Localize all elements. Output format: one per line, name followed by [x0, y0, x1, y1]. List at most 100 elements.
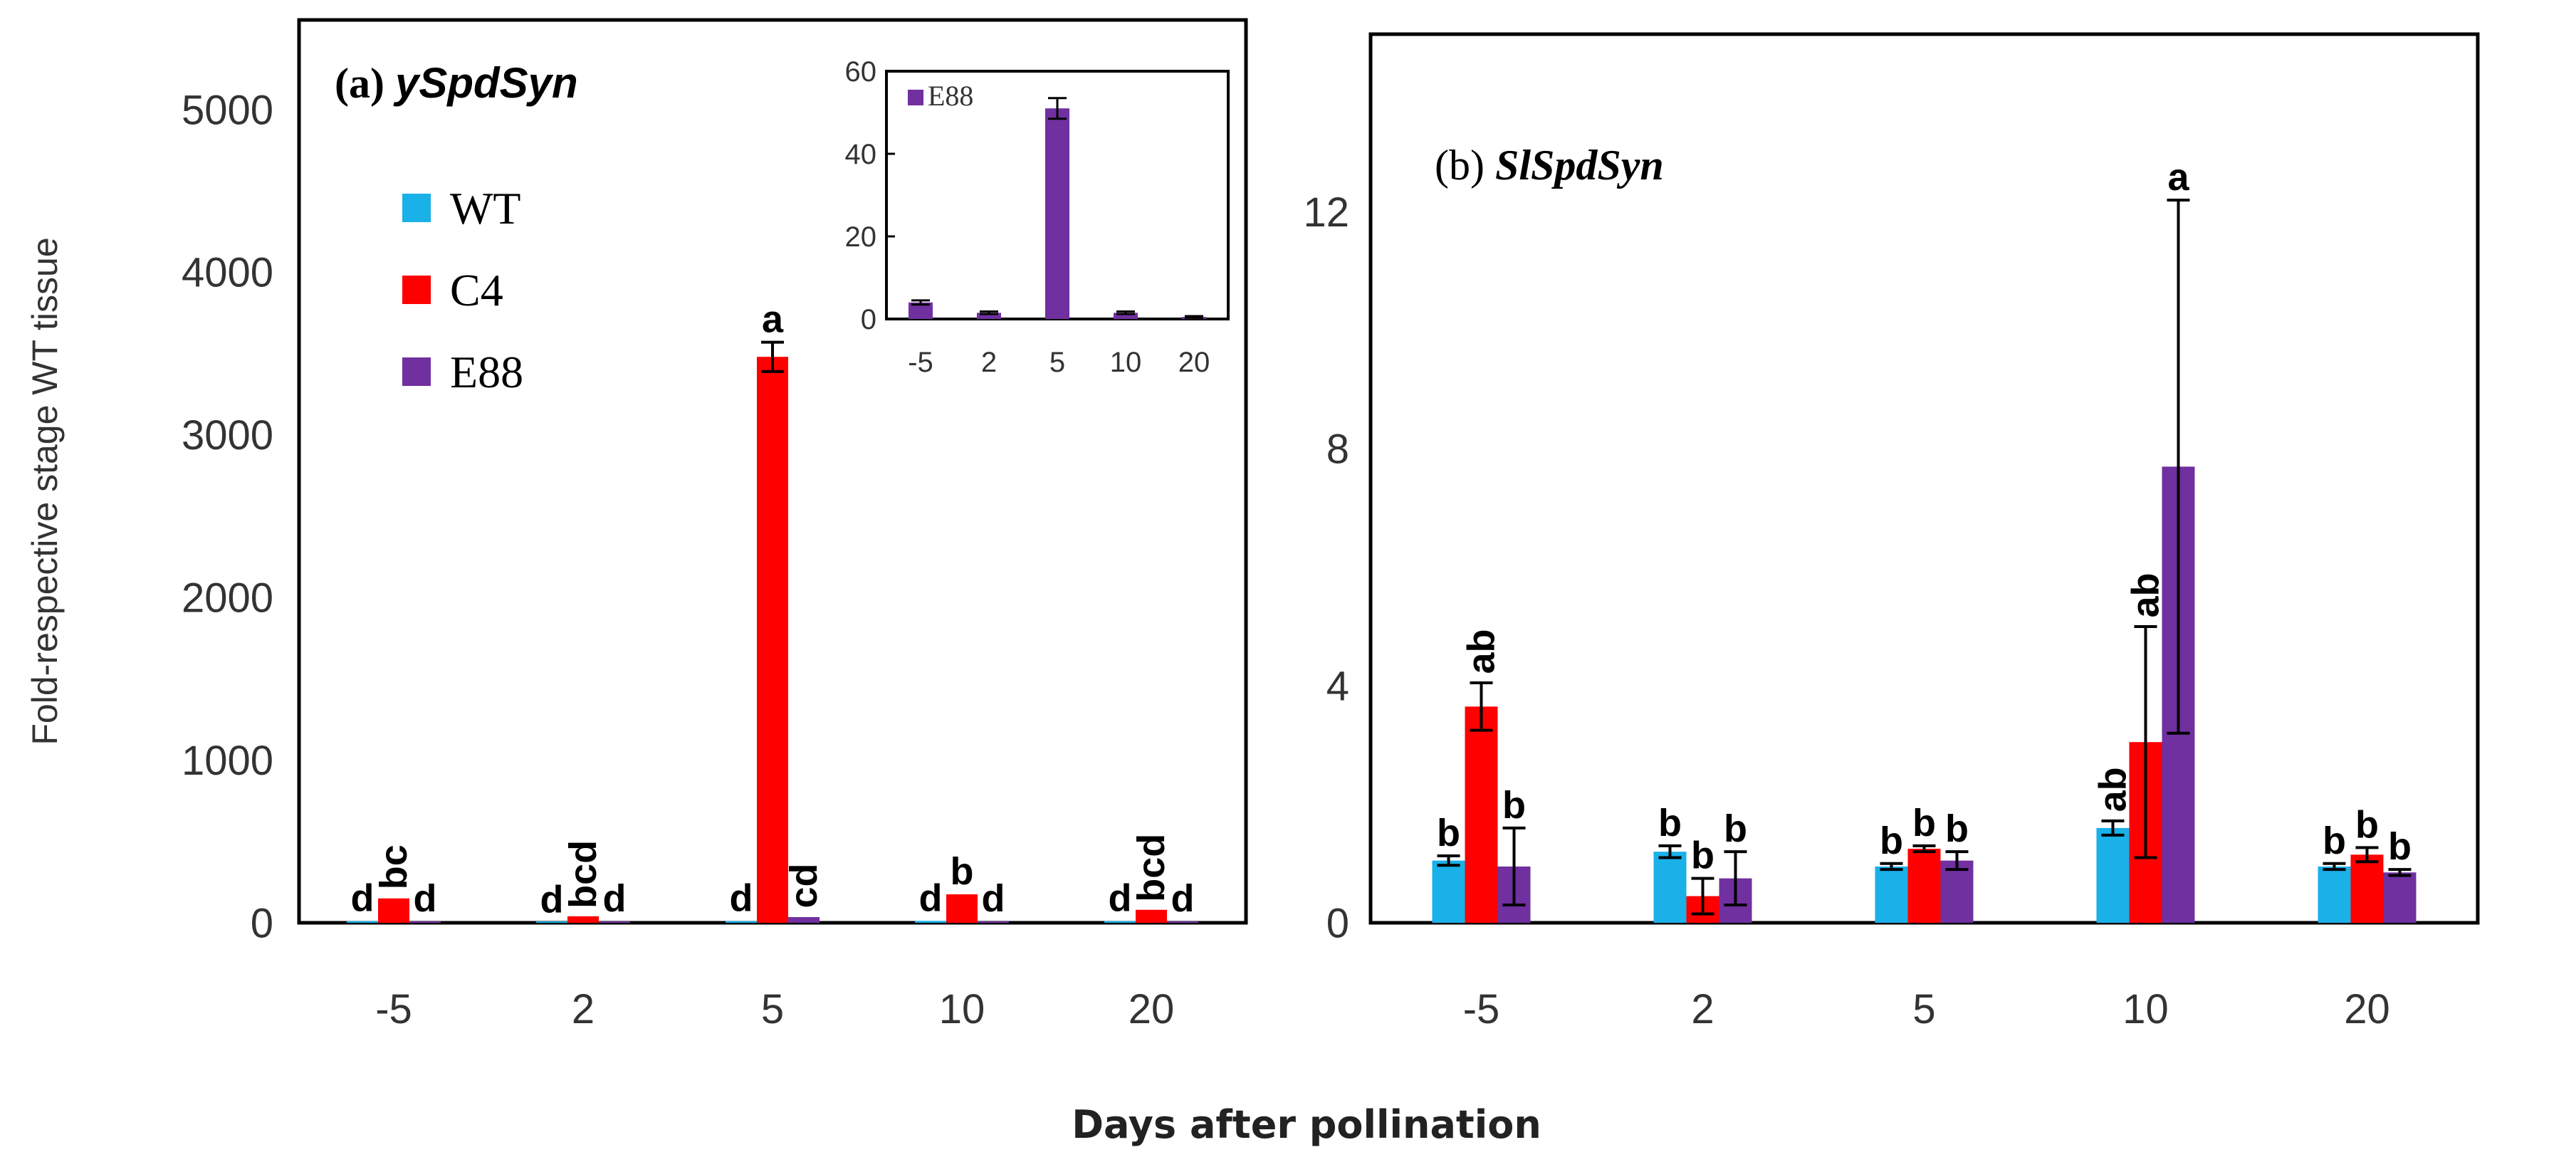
bar-c4 [1465, 706, 1498, 923]
x-axis-label: Days after pollination [1072, 1102, 1541, 1147]
significance-letter: d [1109, 877, 1132, 920]
y-tick-label: 0 [1326, 900, 1349, 946]
panel-a-gene: ySpdSyn [393, 59, 578, 107]
significance-letter: bc [372, 844, 415, 889]
significance-letter: d [919, 877, 943, 919]
inset-x-axis: -5 2 5 10 20 [908, 347, 1210, 378]
x-tick-label: -5 [375, 986, 412, 1032]
significance-letter: cd [782, 863, 825, 908]
inset-y-axis: 0 20 40 60 [845, 56, 895, 335]
x-tick-label: 5 [1912, 986, 1935, 1032]
significance-letter: b [1691, 834, 1714, 877]
bar-e88 [599, 921, 630, 923]
panel-b-y-axis: 0 4 8 12 [1303, 189, 1349, 946]
y-tick-label: 5000 [182, 87, 273, 133]
y-tick-label: 0 [861, 304, 876, 335]
bar-wt [536, 921, 567, 923]
x-tick-label: -5 [1463, 986, 1500, 1032]
inset-bars [909, 97, 1206, 319]
x-tick-label: 20 [1178, 347, 1210, 378]
significance-letter: b [2323, 820, 2346, 862]
bar-c4 [1907, 849, 1941, 923]
significance-letter: ab [2092, 767, 2135, 812]
inset-legend-label: E88 [928, 80, 973, 112]
y-axis-label: Fold-respective stage WT tissue [25, 237, 65, 745]
significance-letter: bcd [562, 840, 604, 909]
significance-letter: b [1912, 802, 1936, 844]
significance-letter: d [351, 877, 375, 920]
bar-e88 [909, 302, 933, 319]
bar-wt [2096, 827, 2130, 923]
y-tick-label: 3000 [182, 412, 273, 459]
significance-letter: a [762, 298, 784, 341]
significance-letter: d [540, 878, 564, 921]
significance-letter: a [2167, 156, 2189, 199]
y-tick-label: 0 [251, 900, 273, 946]
y-tick-label: 20 [845, 221, 877, 253]
bar-c4 [946, 894, 978, 923]
legend: WT C4 E88 [402, 183, 523, 397]
bar-c4 [378, 898, 409, 923]
panel-b-x-axis: -5 2 5 10 20 [1463, 986, 2390, 1032]
bar-c4 [1136, 909, 1167, 923]
significance-letter: b [1437, 812, 1460, 854]
significance-letter: d [730, 877, 753, 920]
bar-wt [1104, 921, 1136, 923]
bar-e88 [977, 313, 1001, 319]
y-tick-label: 1000 [182, 738, 273, 784]
x-tick-label: 5 [761, 986, 784, 1032]
y-tick-label: 2000 [182, 575, 273, 622]
x-tick-label: 10 [939, 986, 985, 1032]
bar-wt [726, 921, 757, 923]
significance-letter: d [1171, 877, 1195, 920]
x-tick-label: 20 [1129, 986, 1175, 1032]
panel-b-bars [1432, 198, 2417, 923]
inset-legend-swatch-e88 [908, 90, 923, 105]
significance-letter: ab [2125, 572, 2167, 617]
panel-b-label: (b) [1435, 142, 1485, 189]
panel-a-label: (a) [335, 60, 384, 107]
significance-letter: b [1880, 820, 1903, 862]
bar-e88 [409, 921, 441, 923]
significance-letter: bcd [1130, 834, 1173, 902]
bar-wt [2318, 866, 2351, 923]
legend-swatch-e88 [402, 357, 431, 386]
bar-e88 [788, 917, 820, 923]
significance-letter: b [1724, 807, 1747, 850]
y-tick-label: 60 [845, 56, 877, 88]
significance-letter: d [414, 877, 437, 920]
x-tick-label: 2 [1691, 986, 1714, 1032]
panel-a-title: (a) ySpdSyn [335, 59, 578, 107]
significance-letter: d [982, 877, 1005, 920]
x-tick-label: 2 [572, 986, 595, 1032]
panel-a-bars [347, 340, 1198, 924]
significance-letter: d [603, 877, 627, 920]
panel-b-gene: SlSpdSyn [1495, 142, 1664, 189]
bar-c4 [567, 916, 599, 923]
x-tick-label: -5 [908, 347, 933, 378]
legend-label-e88: E88 [450, 347, 523, 397]
bar-e88 [1940, 860, 1974, 923]
bar-c4 [2350, 854, 2384, 923]
bar-e88 [1045, 108, 1069, 319]
significance-letter: b [1658, 802, 1682, 844]
bar-wt [1432, 860, 1465, 923]
bar-wt [1653, 852, 1687, 923]
panel-a-y-axis: 0 1000 2000 3000 4000 5000 [182, 87, 273, 946]
x-tick-label: 20 [2344, 986, 2390, 1032]
bar-wt [915, 921, 946, 923]
legend-swatch-wt [402, 194, 431, 222]
legend-label-wt: WT [450, 183, 521, 234]
significance-letter: b [1502, 784, 1526, 827]
legend-swatch-c4 [402, 276, 431, 304]
y-tick-label: 12 [1303, 189, 1349, 236]
y-tick-label: 4000 [182, 250, 273, 296]
y-tick-label: 4 [1326, 664, 1349, 710]
legend-label-c4: C4 [450, 265, 503, 315]
bar-e88 [1114, 313, 1138, 319]
